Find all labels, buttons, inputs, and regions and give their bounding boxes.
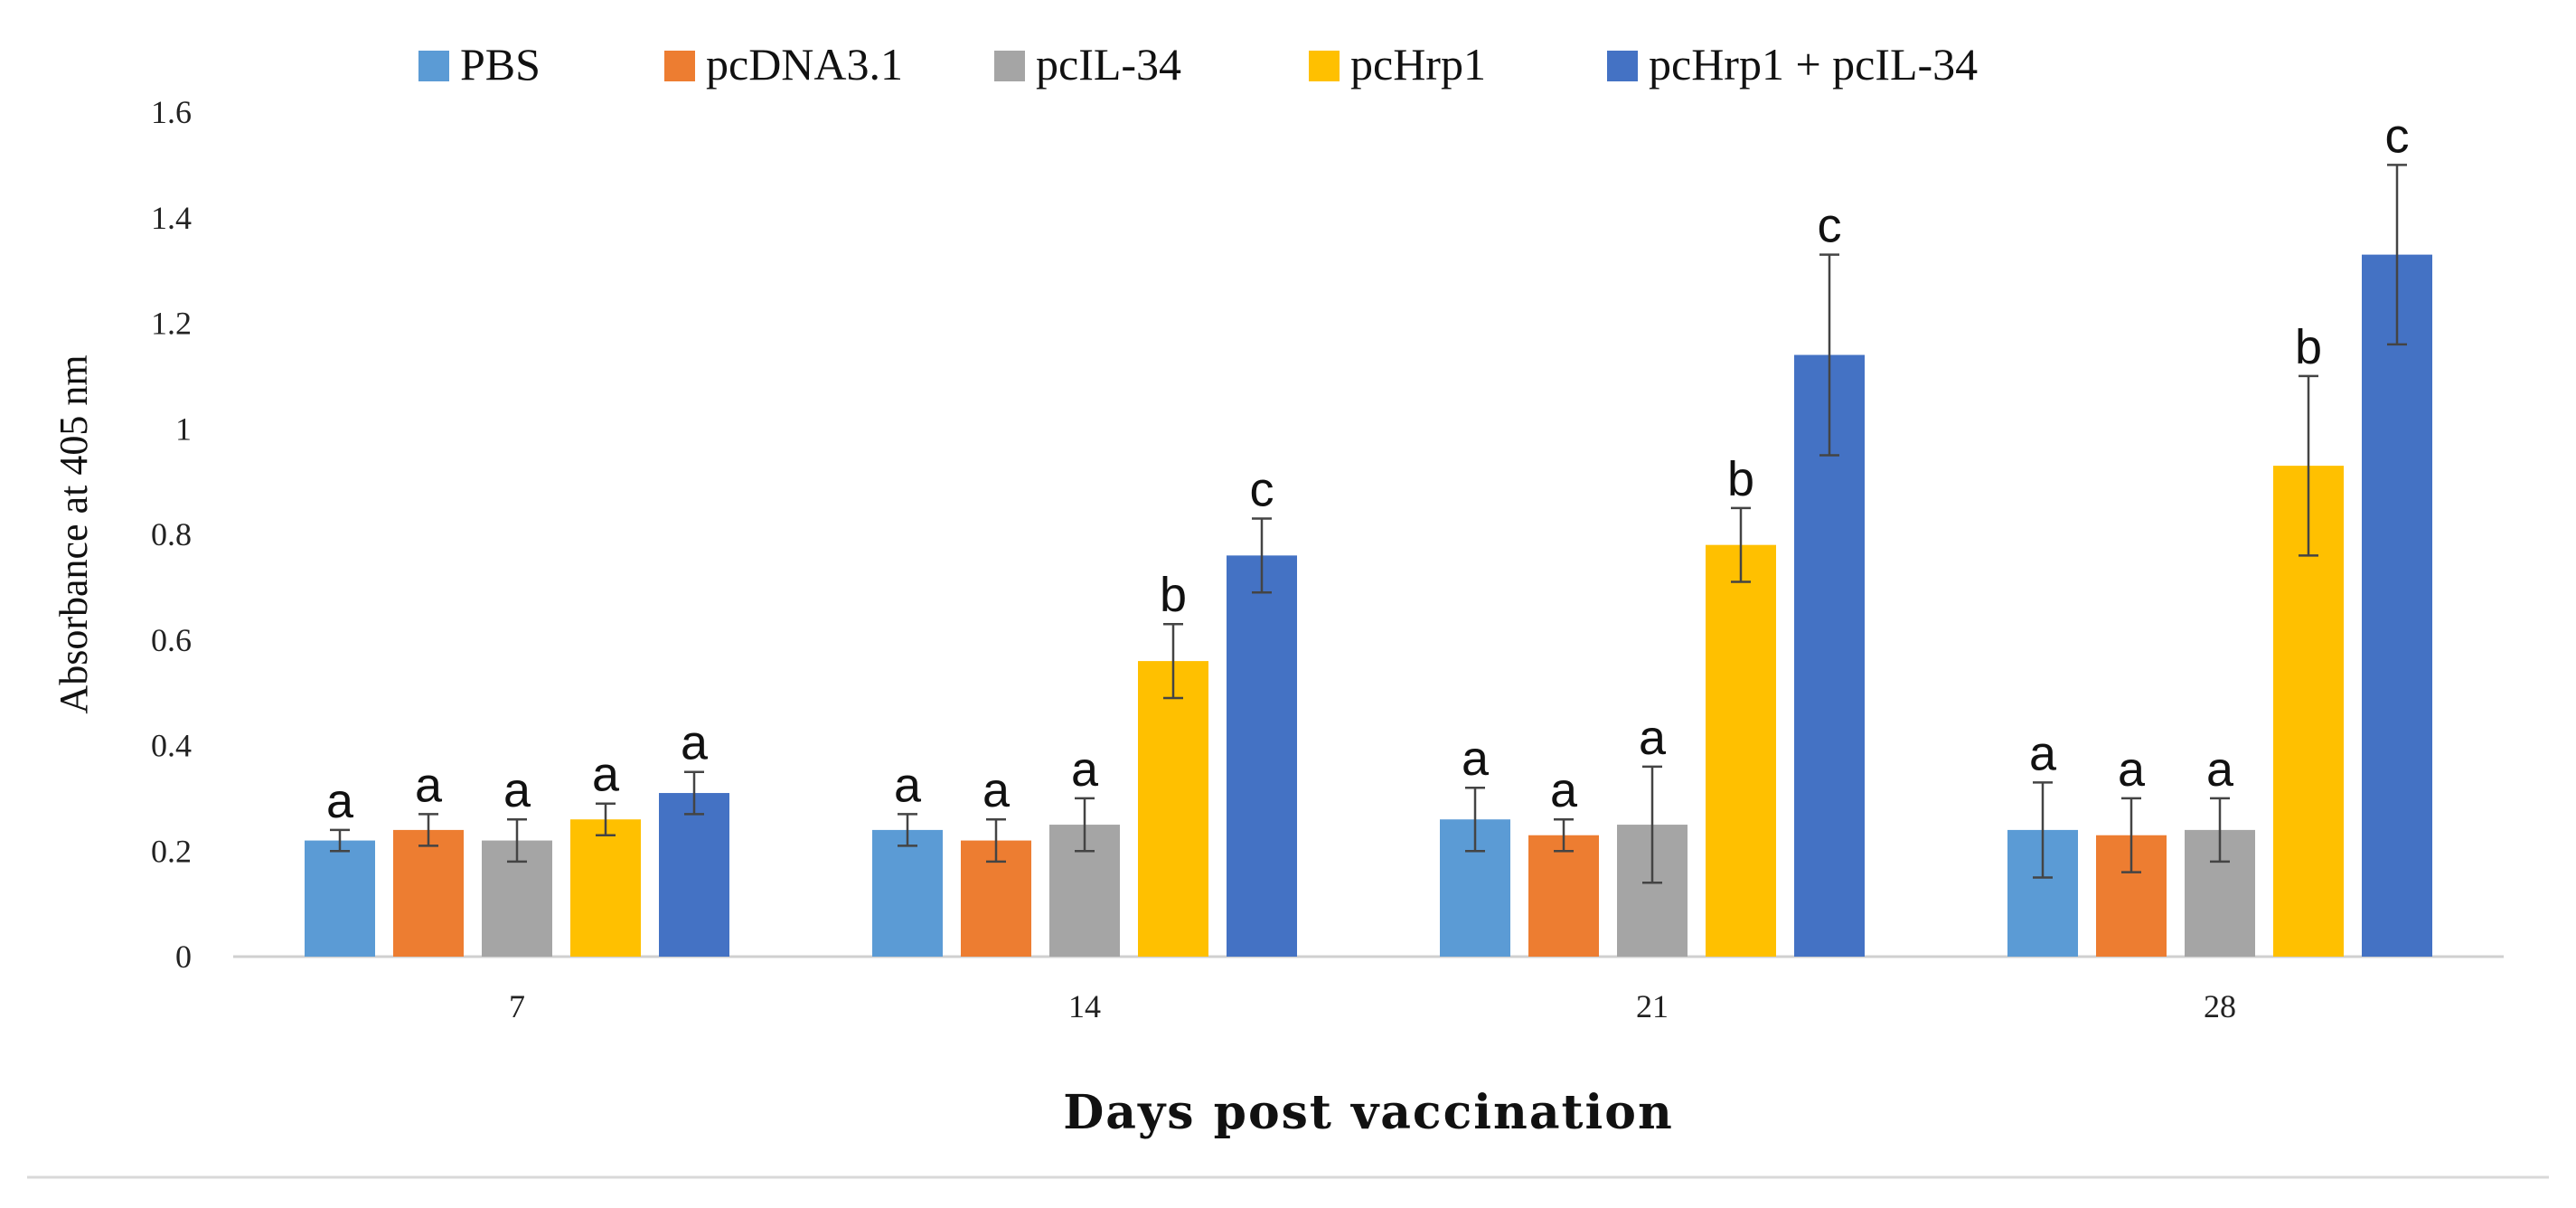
bar [2362, 254, 2432, 957]
significance-label: c [1250, 462, 1274, 516]
significance-label: c [1818, 199, 1842, 253]
y-tick-label: 0.4 [151, 728, 192, 764]
bar [570, 819, 641, 957]
significance-label: a [2029, 726, 2057, 780]
y-tick-label: 1 [175, 411, 192, 447]
legend-swatch [994, 51, 1025, 81]
y-tick-label: 1.4 [151, 200, 192, 236]
legend-swatch [1309, 51, 1340, 81]
legend-swatch [418, 51, 449, 81]
x-axis-title: Days post vaccination [1063, 1085, 1674, 1140]
significance-label: a [1550, 763, 1578, 817]
y-tick-label: 0.6 [151, 622, 192, 658]
legend-label: pcHrp1 [1350, 39, 1486, 90]
bar [659, 793, 729, 957]
bar [1528, 835, 1599, 957]
bar [1138, 661, 1208, 957]
significance-label: b [1727, 452, 1754, 506]
y-tick-label: 0.8 [151, 516, 192, 552]
legend-label: PBS [460, 39, 541, 90]
x-tick-label: 7 [509, 988, 525, 1024]
significance-label: a [894, 758, 922, 812]
significance-label: a [1071, 742, 1099, 797]
x-tick-label: 14 [1068, 988, 1101, 1024]
legend-label: pcDNA3.1 [706, 39, 903, 90]
y-tick-label: 0 [175, 939, 192, 975]
y-tick-label: 0.2 [151, 833, 192, 869]
legend-swatch [664, 51, 695, 81]
x-tick-label: 21 [1636, 988, 1669, 1024]
legend-swatch [1607, 51, 1638, 81]
significance-label: a [1462, 731, 1490, 786]
significance-label: a [326, 774, 354, 828]
x-tick-label: 28 [2204, 988, 2236, 1024]
y-axis-title: Absorbance at 405 nm [52, 354, 96, 713]
y-tick-label: 1.2 [151, 306, 192, 342]
significance-label: a [592, 748, 620, 802]
significance-label: a [2118, 742, 2146, 797]
bar [1227, 555, 1297, 957]
bar [872, 829, 943, 957]
bar [1706, 544, 1776, 957]
y-tick-label: 1.6 [151, 94, 192, 130]
significance-label: a [2206, 742, 2234, 797]
bar [393, 829, 464, 957]
significance-label: a [681, 716, 709, 770]
significance-label: a [503, 763, 531, 817]
bar [305, 840, 375, 957]
significance-label: a [415, 758, 443, 812]
legend-label: pcIL-34 [1036, 39, 1181, 90]
significance-label: c [2385, 109, 2410, 163]
significance-label: b [1160, 568, 1187, 622]
legend-label: pcHrp1 + pcIL-34 [1649, 39, 1978, 90]
significance-label: b [2295, 320, 2322, 374]
significance-label: a [1639, 711, 1667, 765]
significance-label: a [982, 763, 1011, 817]
